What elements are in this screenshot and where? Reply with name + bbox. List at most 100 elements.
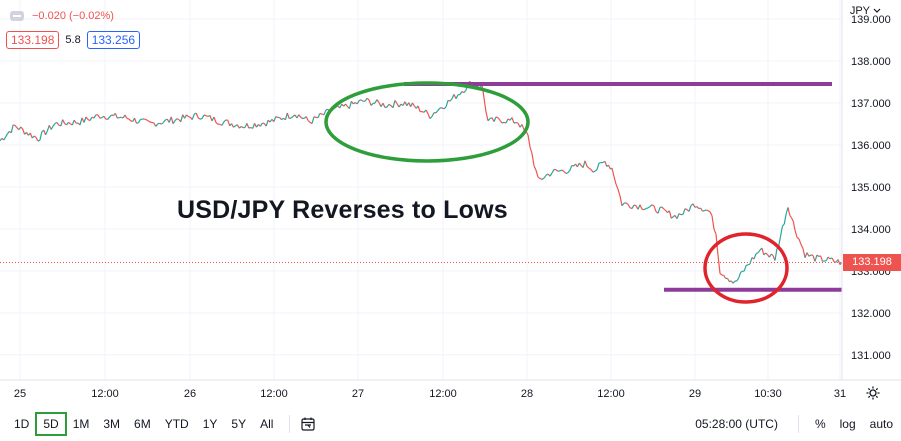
price-segment bbox=[248, 126, 251, 129]
price-segment bbox=[505, 118, 509, 124]
price-segment bbox=[286, 112, 290, 119]
price-segment bbox=[578, 162, 582, 166]
price-segment bbox=[729, 280, 732, 283]
price-segment bbox=[281, 117, 284, 121]
price-segment bbox=[85, 116, 89, 120]
currency-selector[interactable]: JPY bbox=[850, 5, 881, 17]
price-segment bbox=[831, 257, 835, 262]
percent-scale-toggle[interactable]: % bbox=[814, 416, 826, 431]
price-segment bbox=[370, 102, 374, 106]
price-segment bbox=[645, 207, 649, 210]
price-segment bbox=[417, 105, 421, 112]
y-tick-label: 138.000 bbox=[851, 56, 891, 68]
ask-price-button[interactable]: 133.256 bbox=[86, 31, 141, 49]
x-tick-label: 12:00 bbox=[429, 388, 457, 400]
range-button-3m[interactable]: 3M bbox=[103, 416, 121, 431]
price-segment bbox=[170, 116, 174, 124]
highlight-circle-top[interactable] bbox=[324, 81, 530, 163]
price-segment bbox=[215, 122, 219, 125]
price-segment bbox=[33, 135, 37, 139]
currency-label: JPY bbox=[849, 5, 870, 17]
range-button-1d[interactable]: 1D bbox=[14, 416, 30, 431]
price-segment bbox=[702, 210, 705, 212]
utc-time[interactable]: 05:28:00 (UTC) bbox=[695, 416, 778, 431]
price-segment bbox=[10, 124, 14, 133]
price-segment bbox=[126, 117, 129, 120]
range-button-1m[interactable]: 1M bbox=[72, 416, 90, 431]
price-segment bbox=[240, 125, 244, 129]
price-segment bbox=[345, 103, 348, 107]
price-segment bbox=[254, 123, 258, 128]
price-segment bbox=[366, 97, 370, 101]
range-button-ytd[interactable]: YTD bbox=[164, 416, 189, 431]
price-segment bbox=[594, 169, 598, 172]
price-segment bbox=[265, 120, 269, 127]
highlight-circle-bottom[interactable] bbox=[703, 232, 789, 304]
price-segment bbox=[37, 139, 41, 142]
price-segment bbox=[431, 112, 435, 117]
price-segment bbox=[252, 123, 256, 129]
price-segment bbox=[191, 114, 195, 120]
price-segment bbox=[507, 118, 511, 121]
chevron-down-icon bbox=[873, 8, 881, 13]
price-segment bbox=[521, 124, 525, 130]
y-tick-label: 139.000 bbox=[851, 14, 891, 26]
price-segment bbox=[443, 106, 447, 110]
range-button-5y[interactable]: 5Y bbox=[231, 416, 247, 431]
price-segment bbox=[134, 117, 138, 124]
price-segment bbox=[825, 256, 829, 261]
price-segment bbox=[563, 171, 567, 174]
price-segment bbox=[145, 119, 149, 122]
calendar-range-icon[interactable] bbox=[300, 416, 316, 432]
price-segment bbox=[3, 136, 7, 141]
collapse-legend-button[interactable] bbox=[10, 11, 24, 21]
price-segment bbox=[787, 207, 791, 216]
price-segment bbox=[592, 170, 596, 173]
price-segment bbox=[374, 99, 378, 104]
price-segment bbox=[501, 121, 505, 124]
y-tick-label: 136.000 bbox=[851, 140, 891, 152]
range-button-6m[interactable]: 6M bbox=[134, 416, 151, 431]
price-segment bbox=[425, 109, 429, 114]
bid-price-button[interactable]: 133.198 bbox=[6, 31, 60, 49]
price-segment bbox=[529, 146, 533, 154]
range-button-all[interactable]: All bbox=[260, 416, 274, 431]
price-segment bbox=[273, 116, 277, 122]
price-segment bbox=[837, 259, 841, 265]
price-segment bbox=[83, 116, 87, 123]
auto-scale-toggle[interactable]: auto bbox=[869, 416, 893, 431]
price-segment bbox=[633, 204, 637, 207]
price-segment bbox=[147, 120, 151, 123]
price-segment bbox=[653, 205, 657, 212]
price-segment bbox=[186, 114, 189, 118]
price-segment bbox=[649, 204, 653, 208]
spread-value: 5.8 bbox=[65, 34, 81, 46]
price-segment bbox=[749, 257, 753, 265]
price-segment bbox=[613, 176, 617, 185]
price-segment bbox=[109, 114, 112, 118]
price-segment bbox=[136, 122, 139, 124]
price-segment bbox=[713, 228, 717, 235]
price-segment bbox=[651, 204, 655, 207]
range-button-1y[interactable]: 1Y bbox=[202, 416, 218, 431]
price-segment bbox=[221, 121, 225, 126]
bottom-toolbar: 1D 5D 1M 3M 6M YTD 1Y 5Y All 05:28:00 (UTC) % lo… bbox=[0, 406, 901, 441]
price-segment bbox=[611, 167, 615, 177]
price-segment bbox=[124, 114, 128, 119]
x-tick-label: 28 bbox=[521, 388, 533, 400]
price-segment bbox=[692, 203, 696, 208]
price-segment bbox=[227, 120, 231, 126]
range-button-5d[interactable]: 5D bbox=[35, 411, 67, 436]
log-scale-toggle[interactable]: log bbox=[839, 416, 856, 431]
price-segment bbox=[719, 273, 723, 276]
price-segment bbox=[707, 210, 711, 213]
price-segment bbox=[571, 164, 574, 167]
price-segment bbox=[694, 206, 698, 208]
range-selector: 1D 5D 1M 3M 6M YTD 1Y 5Y All bbox=[8, 411, 279, 436]
price-segment bbox=[740, 270, 743, 273]
price-segment bbox=[313, 116, 317, 118]
price-segment bbox=[561, 169, 565, 172]
gear-icon[interactable] bbox=[865, 385, 881, 401]
last-price-tag: 133.198 bbox=[843, 254, 901, 271]
